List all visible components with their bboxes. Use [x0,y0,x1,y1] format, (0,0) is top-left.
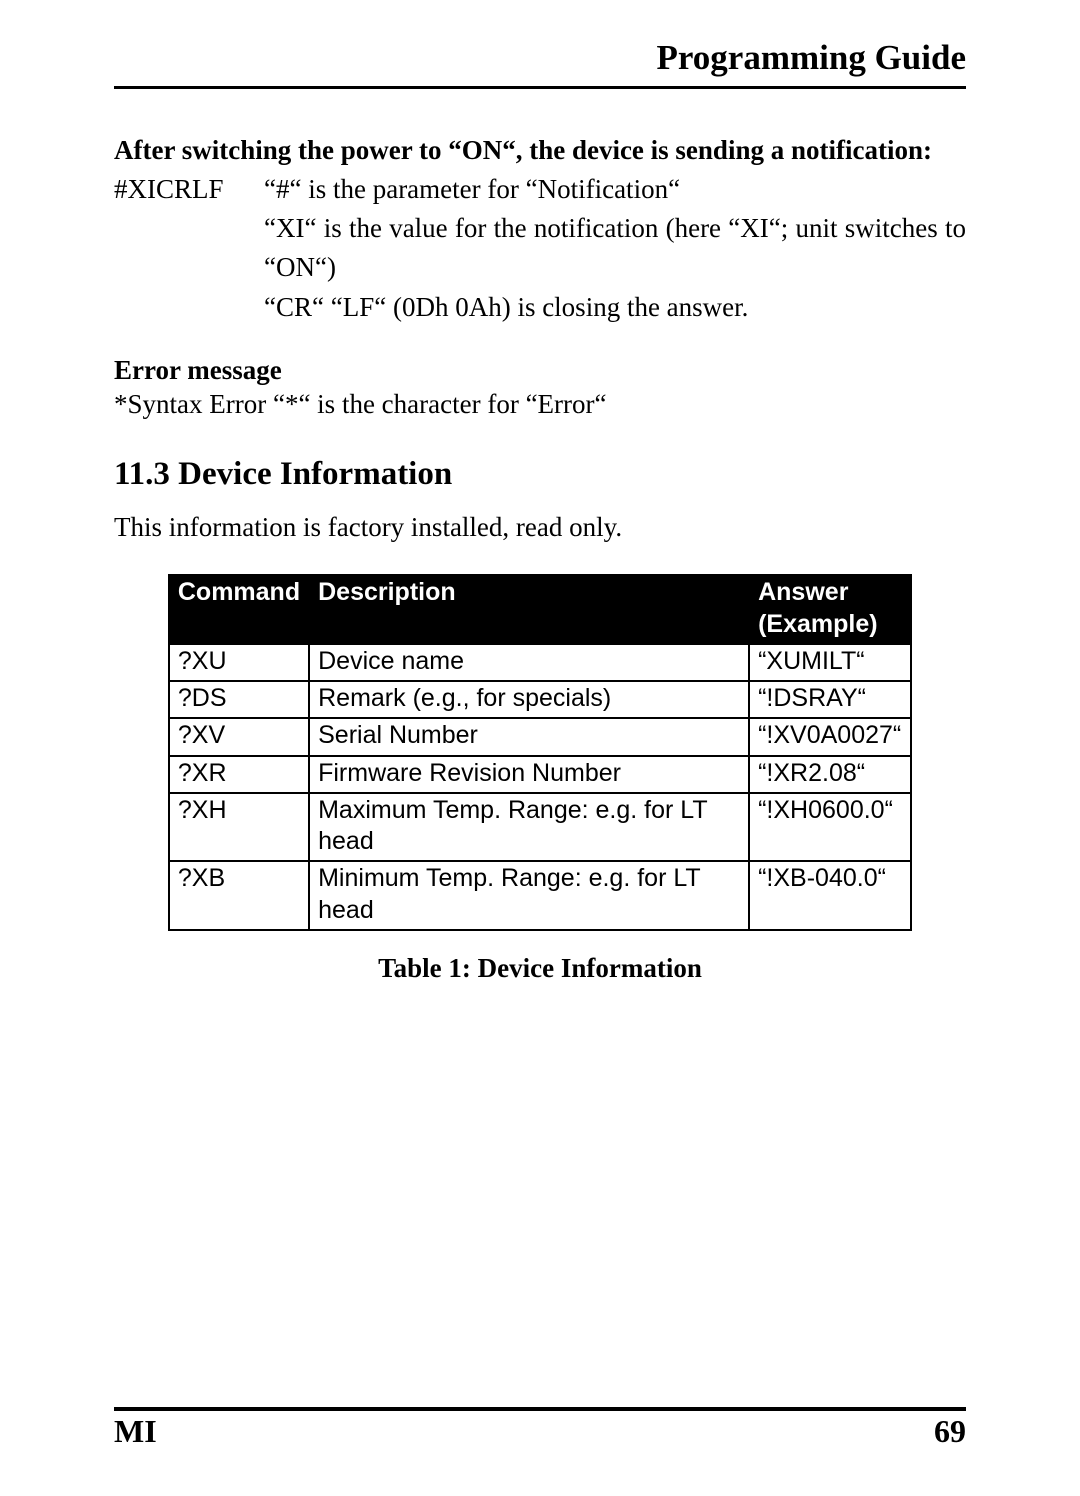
table-row: ?XV Serial Number “!XV0A0027“ [169,718,911,755]
cell-command: ?XV [169,718,309,755]
notification-line-3: “CR“ “LF“ (0Dh 0Ah) is closing the answe… [264,288,966,327]
notification-block: #XICRLF “#“ is the parameter for “Notifi… [114,170,966,327]
table-body: ?XU Device name “XUMILT“ ?DS Remark (e.g… [169,644,911,930]
notification-code: #XICRLF [114,170,264,327]
table-caption: Table 1: Device Information [114,953,966,984]
device-info-table: Command Description Answer (Example) ?XU… [168,574,912,931]
cell-description: Firmware Revision Number [309,756,749,793]
cell-description: Minimum Temp. Range: e.g. for LT head [309,861,749,930]
table-header-answer: Answer (Example) [749,575,911,644]
notification-line-2: “XI“ is the value for the notification (… [264,209,966,287]
error-heading: Error message [114,355,966,386]
footer-row: MI 69 [114,1413,966,1450]
table-row: ?DS Remark (e.g., for specials) “!DSRAY“ [169,681,911,718]
cell-command: ?XH [169,793,309,862]
cell-description: Maximum Temp. Range: e.g. for LT head [309,793,749,862]
footer-left: MI [114,1413,157,1450]
table-row: ?XR Firmware Revision Number “!XR2.08“ [169,756,911,793]
cell-answer: “!XB-040.0“ [749,861,911,930]
cell-command: ?XB [169,861,309,930]
cell-answer: “!XR2.08“ [749,756,911,793]
section-body: This information is factory installed, r… [114,509,966,547]
cell-command: ?XR [169,756,309,793]
cell-answer: “XUMILT“ [749,644,911,681]
table-row: ?XH Maximum Temp. Range: e.g. for LT hea… [169,793,911,862]
header-rule [114,86,966,89]
table-header-row: Command Description Answer (Example) [169,575,911,644]
table-row: ?XB Minimum Temp. Range: e.g. for LT hea… [169,861,911,930]
page: Programming Guide After switching the po… [0,0,1080,1496]
cell-description: Serial Number [309,718,749,755]
section-heading: 11.3 Device Information [114,456,966,493]
intro-paragraph: After switching the power to “ON“, the d… [114,131,966,170]
table-header-command: Command [169,575,309,644]
cell-description: Device name [309,644,749,681]
error-body: *Syntax Error “*“ is the character for “… [114,386,966,424]
cell-description: Remark (e.g., for specials) [309,681,749,718]
cell-answer: “!XH0600.0“ [749,793,911,862]
notification-line-1: “#“ is the parameter for “Notification“ [264,170,966,209]
footer-rule [114,1407,966,1411]
footer: MI 69 [114,1407,966,1450]
cell-answer: “!XV0A0027“ [749,718,911,755]
header-title: Programming Guide [114,38,966,86]
table-header-description: Description [309,575,749,644]
cell-answer: “!DSRAY“ [749,681,911,718]
table-row: ?XU Device name “XUMILT“ [169,644,911,681]
cell-command: ?XU [169,644,309,681]
footer-page-number: 69 [934,1413,966,1450]
notification-explanation: “#“ is the parameter for “Notification“ … [264,170,966,327]
cell-command: ?DS [169,681,309,718]
